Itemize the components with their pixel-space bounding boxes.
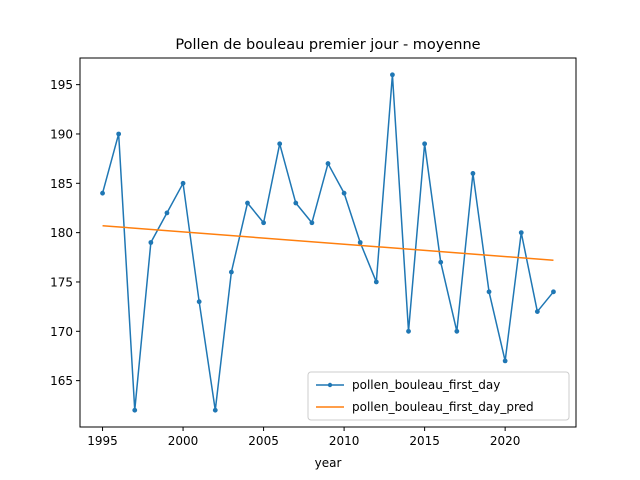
- data-point: [390, 72, 395, 78]
- x-axis: 1995 2000 2005 2010 2015 2020: [87, 427, 520, 448]
- data-point: [116, 131, 122, 137]
- y-tick-label: 180: [50, 226, 73, 240]
- data-point: [148, 240, 154, 245]
- data-point: [228, 269, 234, 275]
- y-tick-label: 165: [50, 374, 73, 388]
- series-layer: [100, 72, 556, 413]
- data-point: [406, 328, 411, 334]
- data-point: [341, 190, 347, 196]
- data-point: [132, 407, 138, 413]
- data-point: [551, 289, 556, 295]
- data-point: [277, 141, 283, 147]
- y-tick-label: 170: [50, 325, 73, 339]
- x-tick-label: 2015: [409, 434, 440, 448]
- y-axis: 165 170 175 180 185 190 195: [50, 78, 80, 388]
- y-tick-label: 190: [50, 127, 73, 141]
- legend-label-observed: pollen_bouleau_first_day: [352, 378, 500, 392]
- data-point: [196, 299, 202, 305]
- x-tick-label: 2000: [168, 434, 199, 448]
- data-point: [454, 328, 460, 334]
- x-tick-label: 2005: [248, 434, 279, 448]
- chart-title: Pollen de bouleau premier jour - moyenne: [175, 37, 480, 53]
- legend-marker-observed: [327, 382, 333, 388]
- legend-label-pred: pollen_bouleau_first_day_pred: [352, 400, 534, 414]
- y-tick-label: 185: [50, 177, 73, 191]
- data-point: [261, 220, 266, 226]
- y-tick-label: 195: [50, 78, 73, 92]
- data-point: [502, 358, 508, 364]
- legend-box: [307, 371, 570, 421]
- data-point: [422, 141, 428, 147]
- data-point: [293, 200, 299, 206]
- data-point: [486, 289, 492, 295]
- plot-area-frame: [79, 57, 577, 428]
- data-point: [518, 230, 524, 236]
- y-tick-label: 175: [50, 275, 73, 289]
- data-point: [534, 309, 540, 314]
- x-tick-label: 2020: [490, 434, 521, 448]
- series-line-1: [102, 224, 554, 262]
- data-point: [100, 190, 105, 196]
- legend: pollen_bouleau_first_day pollen_bouleau_…: [307, 371, 570, 421]
- data-point: [180, 180, 186, 186]
- data-point: [212, 407, 218, 413]
- data-point: [325, 161, 331, 166]
- data-point: [438, 259, 444, 265]
- data-point: [470, 171, 476, 176]
- data-point: [245, 200, 250, 206]
- data-point: [164, 210, 170, 216]
- data-point: [373, 279, 379, 285]
- x-tick-label: 1995: [87, 434, 118, 448]
- data-point: [309, 220, 315, 226]
- x-axis-label: year: [315, 456, 342, 470]
- data-point: [357, 240, 363, 245]
- x-tick-label: 2010: [329, 434, 360, 448]
